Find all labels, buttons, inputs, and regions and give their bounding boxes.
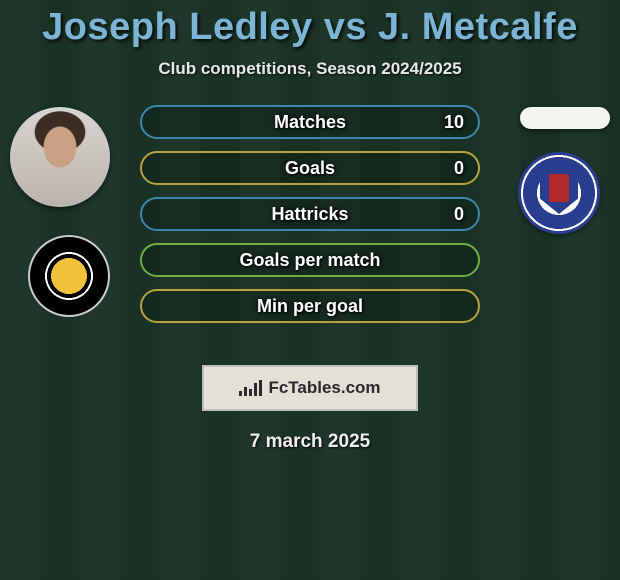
brand-text: FcTables.com xyxy=(268,378,380,398)
bar-value-right: 0 xyxy=(454,158,464,179)
bar-label: Hattricks xyxy=(271,204,348,225)
brand-box[interactable]: FcTables.com xyxy=(202,365,418,411)
bar-value-right: 10 xyxy=(444,112,464,133)
player-right-photo xyxy=(520,107,610,129)
bar-value-right: 0 xyxy=(454,204,464,225)
bar-hattricks: Hattricks 0 xyxy=(140,197,480,231)
stat-bars: Matches 10 Goals 0 Hattricks 0 Goals per… xyxy=(140,105,480,323)
club-crest-right xyxy=(518,152,600,234)
bar-matches: Matches 10 xyxy=(140,105,480,139)
player-left-photo xyxy=(10,107,110,207)
bar-goals: Goals 0 xyxy=(140,151,480,185)
bar-min-per-goal: Min per goal xyxy=(140,289,480,323)
page-subtitle: Club competitions, Season 2024/2025 xyxy=(0,59,620,79)
player-left-face xyxy=(10,107,110,207)
bar-label: Min per goal xyxy=(257,296,363,317)
footer-date: 7 march 2025 xyxy=(0,431,620,453)
brand-text-row: FcTables.com xyxy=(202,365,418,411)
compare-area: Matches 10 Goals 0 Hattricks 0 Goals per… xyxy=(0,107,620,347)
bar-goals-per-match: Goals per match xyxy=(140,243,480,277)
bar-label: Goals per match xyxy=(239,250,380,271)
club-crest-left xyxy=(28,235,110,317)
bars-icon xyxy=(239,380,262,396)
page-title: Joseph Ledley vs J. Metcalfe xyxy=(0,0,620,49)
bar-label: Goals xyxy=(285,158,335,179)
bar-label: Matches xyxy=(274,112,346,133)
